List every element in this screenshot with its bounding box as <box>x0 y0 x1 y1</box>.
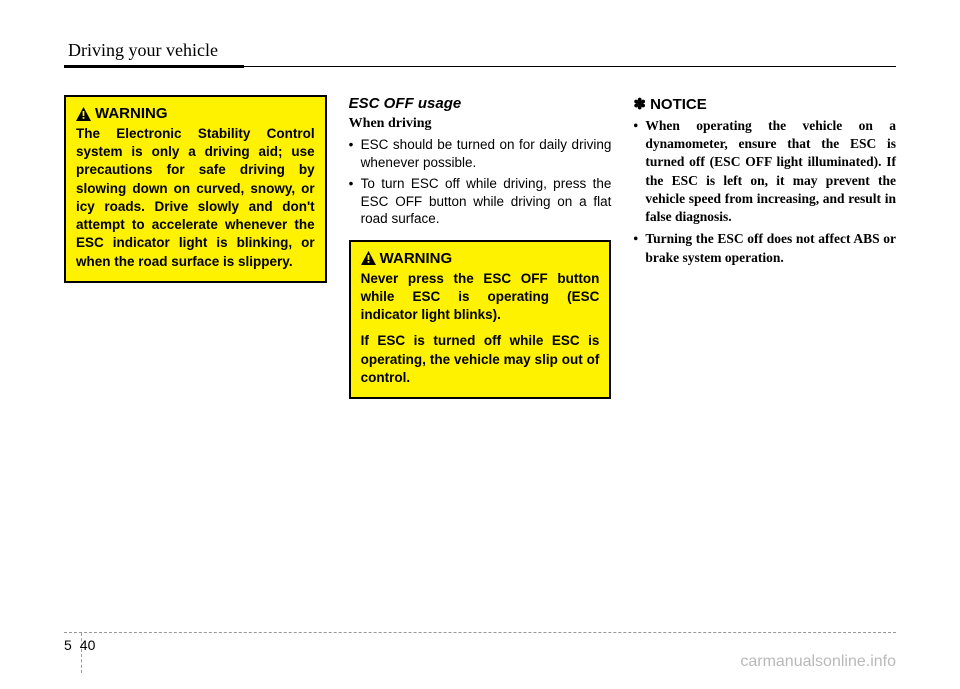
warning-text-2a: Never press the ESC OFF button while ESC… <box>361 270 600 325</box>
warning-icon <box>76 107 91 121</box>
esc-bullets: ESC should be turned on for daily drivin… <box>349 136 612 228</box>
warning-title-1: WARNING <box>76 105 315 122</box>
warning-text-2b: If ESC is turned off while ESC is operat… <box>361 332 600 387</box>
when-driving-heading: When driving <box>349 116 612 132</box>
page-numbers: 5 40 <box>64 637 95 653</box>
bullet-item: ESC should be turned on for daily drivin… <box>349 136 612 171</box>
bullet-item: To turn ESC off while driving, press the… <box>349 175 612 228</box>
warning-label-2: WARNING <box>380 250 453 267</box>
warning-body-1: The Electronic Stability Control system … <box>76 125 315 271</box>
footer-rule: 5 40 <box>64 632 896 633</box>
notice-item: Turning the ESC off does not affect ABS … <box>633 230 896 266</box>
page: Driving your vehicle WARNING The Electro… <box>0 0 960 689</box>
watermark: carmanualsonline.info <box>740 653 896 671</box>
section-header: Driving your vehicle <box>64 40 896 61</box>
warning-body-2: Never press the ESC OFF button while ESC… <box>361 270 600 387</box>
esc-off-heading: ESC OFF usage <box>349 95 612 112</box>
warning-icon <box>361 251 376 265</box>
header-rule <box>64 65 896 67</box>
column-2: ESC OFF usage When driving ESC should be… <box>349 95 612 413</box>
notice-item: When operating the vehicle on a dynamome… <box>633 117 896 226</box>
notice-list: When operating the vehicle on a dynamome… <box>633 117 896 267</box>
warning-text-1: The Electronic Stability Control system … <box>76 125 315 271</box>
chapter-number: 5 <box>64 637 72 653</box>
warning-box-2: WARNING Never press the ESC OFF button w… <box>349 240 612 399</box>
columns: WARNING The Electronic Stability Control… <box>64 95 896 413</box>
column-1: WARNING The Electronic Stability Control… <box>64 95 327 413</box>
warning-label-1: WARNING <box>95 105 168 122</box>
page-number: 40 <box>80 637 96 653</box>
warning-box-1: WARNING The Electronic Stability Control… <box>64 95 327 283</box>
column-3: ✽ NOTICE When operating the vehicle on a… <box>633 95 896 413</box>
warning-title-2: WARNING <box>361 250 600 267</box>
notice-heading: ✽ NOTICE <box>633 95 896 113</box>
